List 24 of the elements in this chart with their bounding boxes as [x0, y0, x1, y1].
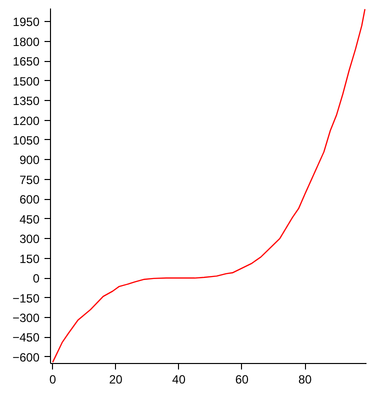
y-tick-label: 1050: [12, 133, 40, 148]
x-tick-label: 80: [298, 372, 312, 386]
x-tick-label: 60: [235, 372, 249, 386]
y-tick-label: 1200: [12, 114, 40, 128]
x-tick-label: 0: [49, 372, 56, 386]
x-tick-label: 40: [172, 372, 186, 386]
y-tick-label: −150: [12, 291, 40, 306]
y-tick-label: 1500: [12, 74, 40, 88]
y-tick-label: 600: [19, 192, 40, 207]
y-tick-label: 300: [19, 232, 40, 246]
y-tick-label: 1800: [12, 34, 40, 49]
y-tick-label: 450: [19, 212, 40, 226]
y-tick-label: 1650: [12, 54, 40, 69]
y-tick-label: −300: [12, 310, 40, 325]
y-tick-label: 0: [32, 272, 40, 286]
y-tick-label: 1950: [12, 15, 40, 30]
y-tick-label: −450: [12, 330, 40, 345]
y-tick-label: −600: [12, 350, 40, 364]
line-series: [52, 8, 366, 363]
y-tick-label: 750: [19, 172, 40, 187]
x-tick-label: 20: [109, 372, 123, 386]
y-tick-label: 900: [19, 153, 40, 168]
y-tick-label: 1350: [12, 94, 40, 108]
y-tick-label: 150: [19, 252, 40, 266]
